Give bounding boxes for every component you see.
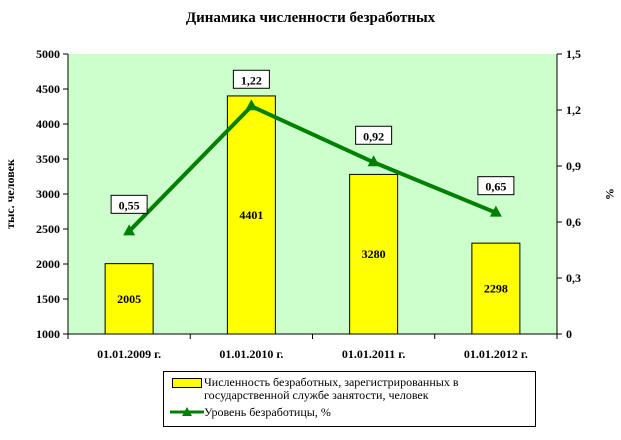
y-right-tick-label: 0 xyxy=(566,327,572,341)
legend-bar-label: Численность безработных, зарегистрирован… xyxy=(204,375,459,402)
x-tick-label: 01.01.2010 г. xyxy=(219,347,283,361)
y-right-tick-label: 0,6 xyxy=(566,215,581,229)
line-point-2 xyxy=(245,99,258,111)
bar-4 xyxy=(471,242,521,335)
y-tick-label: 2500 xyxy=(36,222,60,236)
bars: 2005 4401 3280 2298 xyxy=(104,95,521,335)
line-value-box xyxy=(232,69,270,89)
y-tick-label: 2000 xyxy=(36,257,60,271)
legend: Численность безработных, зарегистрирован… xyxy=(163,371,536,427)
bar-value-label: 2005 xyxy=(117,292,141,306)
y-axis-title: тыс. человек xyxy=(3,159,17,229)
y-right-tick-label: 0,9 xyxy=(566,159,581,173)
line-value-label: 0,65 xyxy=(485,180,506,194)
line-point-3 xyxy=(367,155,380,167)
line-value-label: 0,55 xyxy=(119,198,140,212)
line-value-label: 1,22 xyxy=(241,73,262,87)
bar-value-label: 2298 xyxy=(484,282,508,296)
line-value-box xyxy=(355,125,393,145)
line-series: 0,55 1,22 0,92 0,65 xyxy=(110,69,515,236)
line-path xyxy=(127,103,497,233)
y-tick-label: 3000 xyxy=(36,187,60,201)
y-tick-label: 4000 xyxy=(36,117,60,131)
y-tick-label: 3500 xyxy=(36,152,60,166)
y-tick-label: 1000 xyxy=(36,327,60,341)
bar-3 xyxy=(349,173,399,335)
line-point-4 xyxy=(489,205,502,217)
legend-bar-swatch xyxy=(172,378,202,388)
y-right-axis-title: % xyxy=(603,188,617,200)
legend-line-label: Уровень безработицы, % xyxy=(204,405,331,419)
bar-value-label: 4401 xyxy=(239,208,263,222)
line-point-1 xyxy=(123,224,136,236)
x-tick-label: 01.01.2009 г. xyxy=(97,347,161,361)
bar-1 xyxy=(104,263,154,335)
bar-value-label: 3280 xyxy=(362,247,386,261)
line-value-label: 0,92 xyxy=(363,129,384,143)
y-tick-label: 1500 xyxy=(36,292,60,306)
axes: 1000 1500 2000 2500 3000 3500 4000 4500 5000 0 0,3… xyxy=(3,47,617,361)
bar-2 xyxy=(226,95,276,335)
legend-line-swatch xyxy=(170,407,204,416)
line-value-box xyxy=(477,176,515,196)
x-tick-label: 01.01.2012 г. xyxy=(464,347,528,361)
x-tick-label: 01.01.2011 г. xyxy=(342,347,405,361)
chart-title: Динамика численности безработных xyxy=(185,10,436,26)
y-right-tick-label: 0,3 xyxy=(566,271,581,285)
y-right-tick-label: 1,2 xyxy=(566,103,581,117)
y-tick-label: 4500 xyxy=(36,82,60,96)
y-tick-label: 5000 xyxy=(36,47,60,61)
line-value-box xyxy=(110,194,148,214)
y-right-tick-label: 1,5 xyxy=(566,47,581,61)
